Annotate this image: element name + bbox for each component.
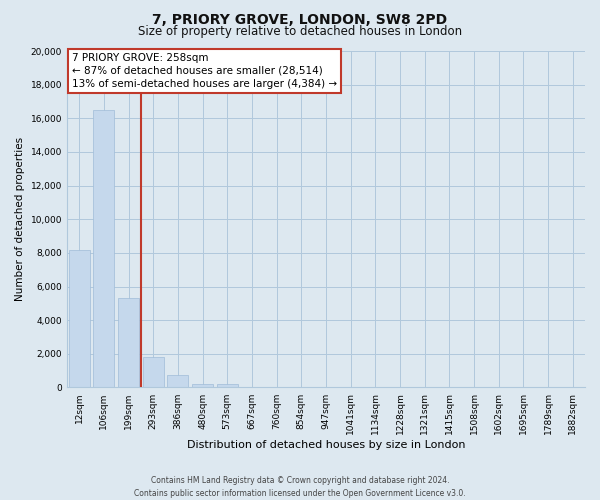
- X-axis label: Distribution of detached houses by size in London: Distribution of detached houses by size …: [187, 440, 465, 450]
- Text: 7 PRIORY GROVE: 258sqm
← 87% of detached houses are smaller (28,514)
13% of semi: 7 PRIORY GROVE: 258sqm ← 87% of detached…: [72, 52, 337, 89]
- Bar: [143, 357, 164, 388]
- Y-axis label: Number of detached properties: Number of detached properties: [15, 137, 25, 302]
- Text: Size of property relative to detached houses in London: Size of property relative to detached ho…: [138, 25, 462, 38]
- Bar: [69, 250, 90, 388]
- Bar: [192, 384, 213, 388]
- Bar: [167, 375, 188, 388]
- Bar: [217, 384, 238, 388]
- Text: Contains HM Land Registry data © Crown copyright and database right 2024.
Contai: Contains HM Land Registry data © Crown c…: [134, 476, 466, 498]
- Bar: [118, 298, 139, 388]
- Bar: [94, 110, 115, 388]
- Text: 7, PRIORY GROVE, LONDON, SW8 2PD: 7, PRIORY GROVE, LONDON, SW8 2PD: [152, 12, 448, 26]
